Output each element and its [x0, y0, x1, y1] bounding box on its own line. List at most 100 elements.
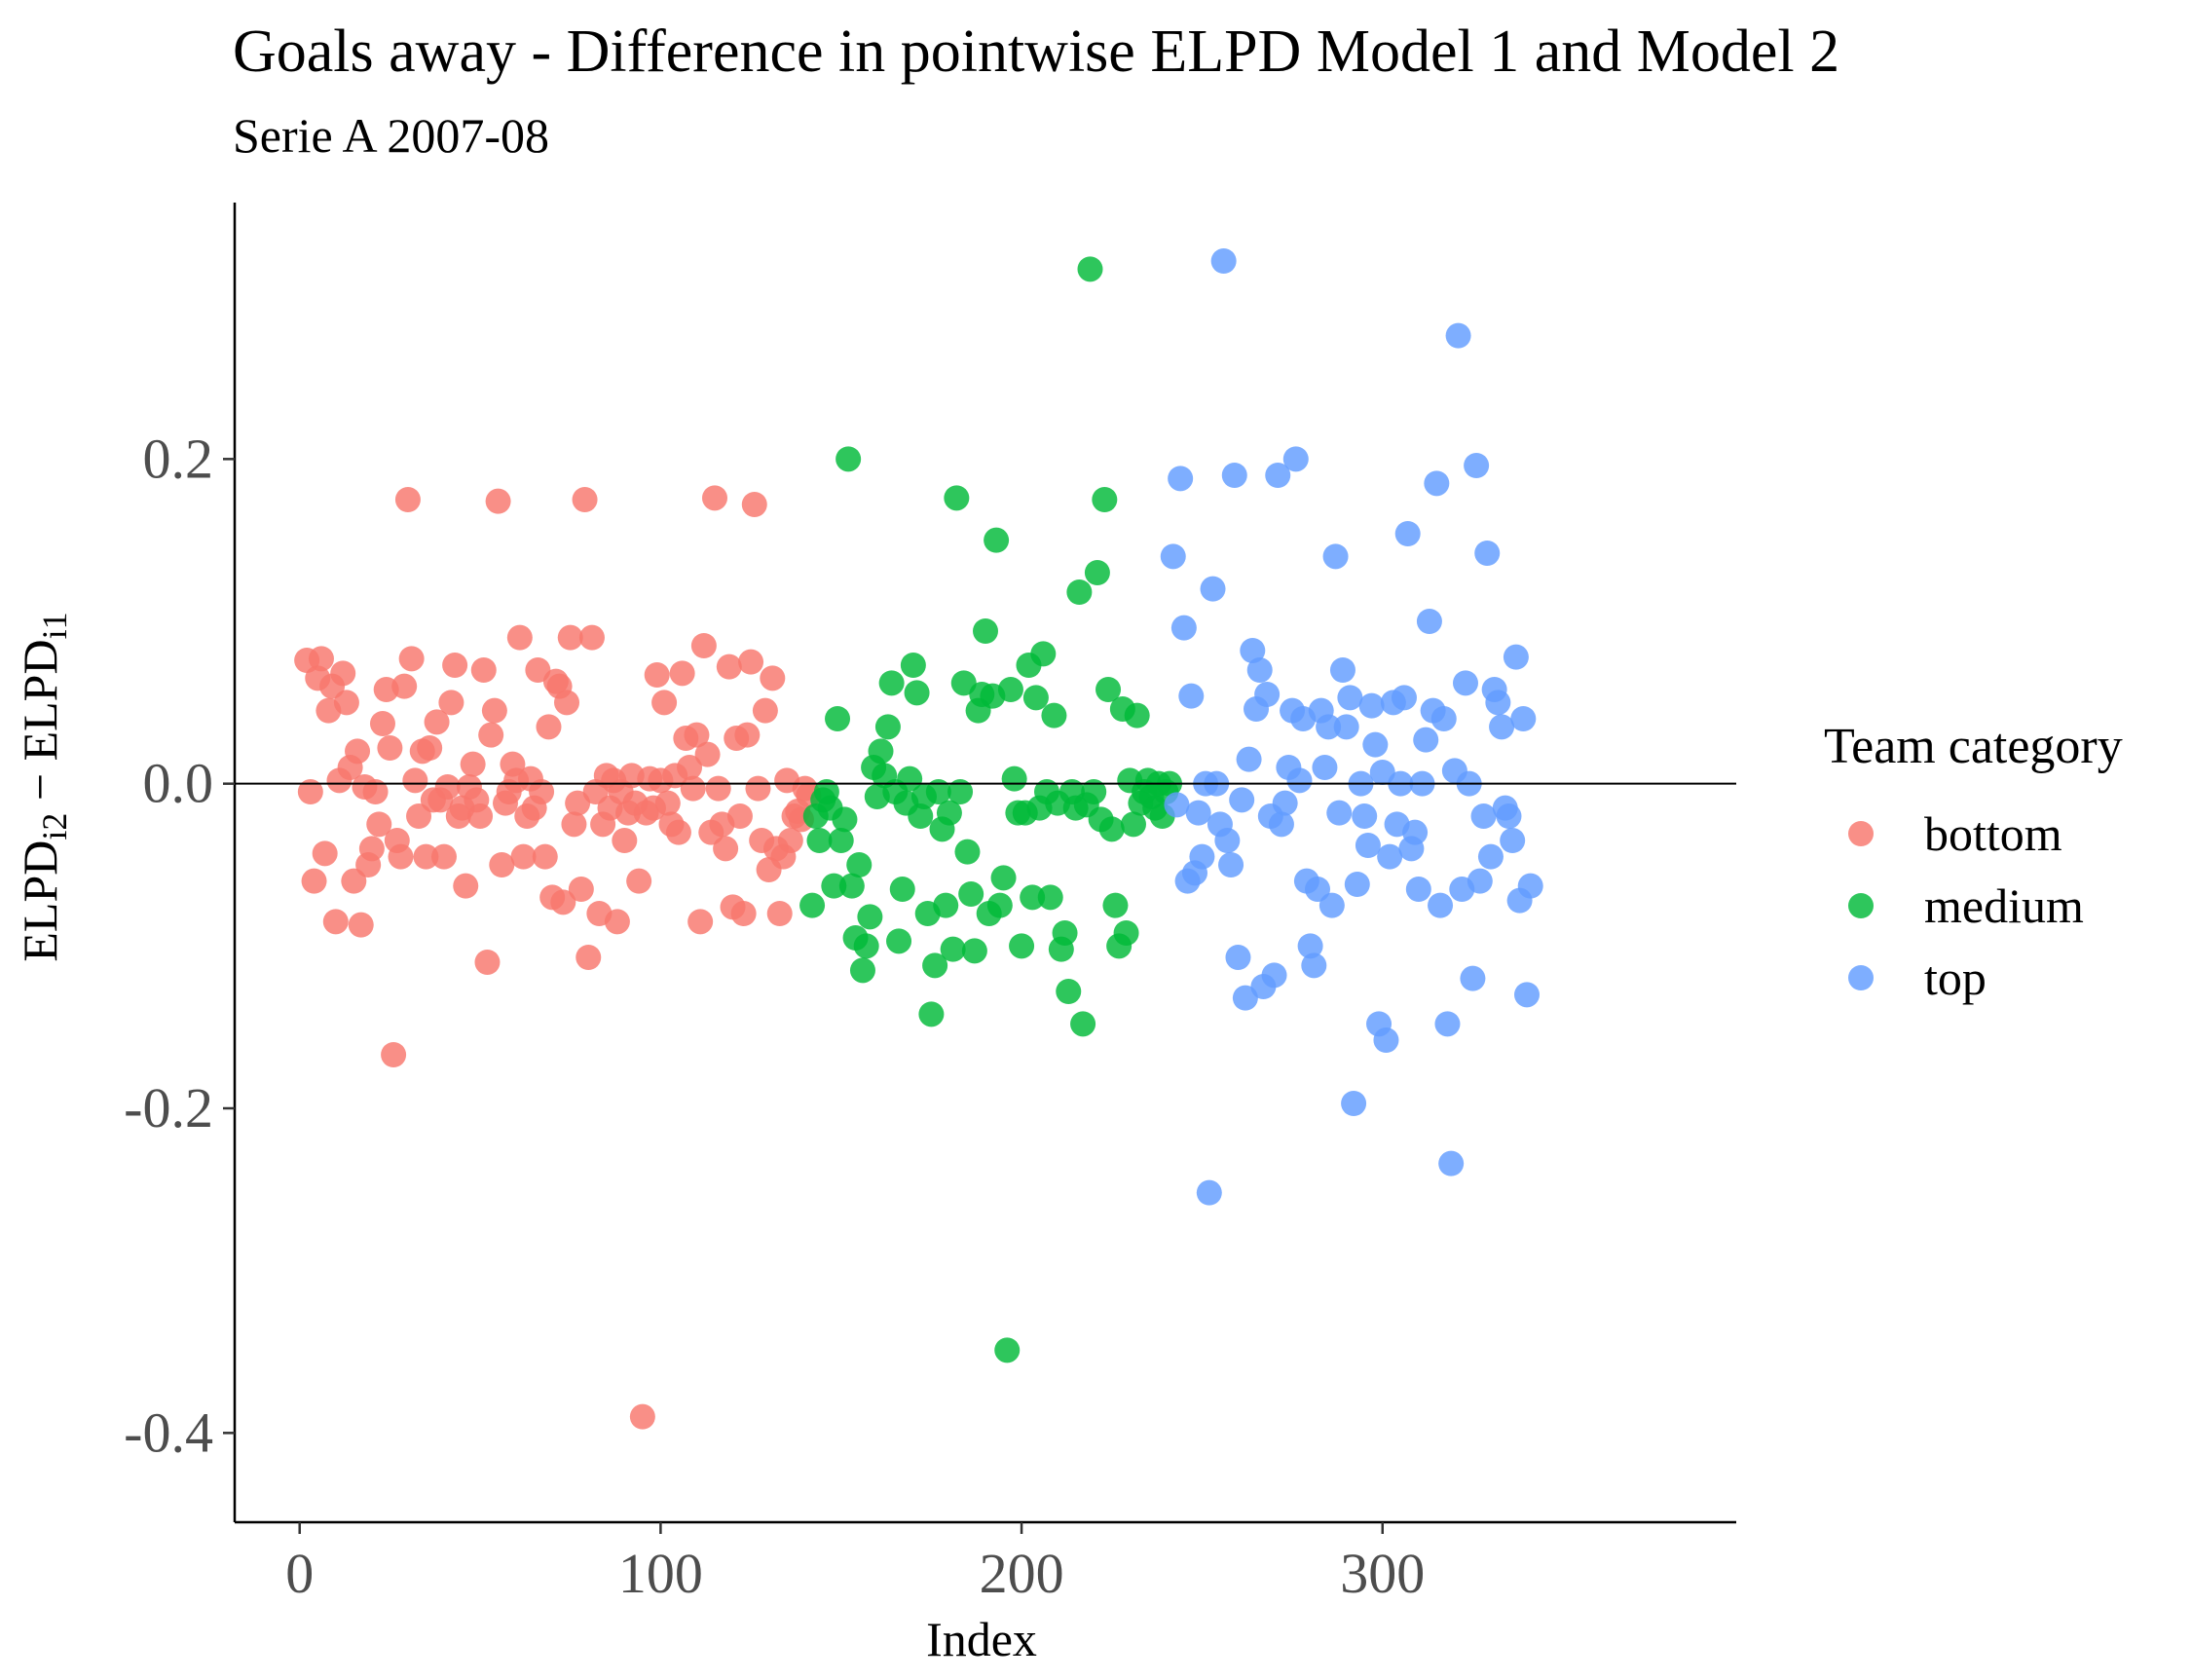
- data-point-medium: [806, 828, 833, 853]
- data-point-bottom: [550, 889, 576, 915]
- data-point-top: [1333, 714, 1359, 740]
- data-point-bottom: [489, 852, 515, 877]
- data-point-top: [1369, 760, 1395, 785]
- data-point-top: [1329, 657, 1355, 683]
- data-point-medium: [1098, 816, 1125, 842]
- data-point-bottom: [557, 624, 583, 651]
- data-point-medium: [950, 670, 977, 696]
- data-point-top: [1305, 877, 1331, 902]
- data-point-bottom: [741, 492, 767, 517]
- data-point-bottom: [394, 487, 421, 512]
- data-point-medium: [1070, 1011, 1096, 1037]
- data-point-bottom: [301, 868, 327, 894]
- data-point-top: [1358, 692, 1385, 719]
- x-tick-label: 300: [1340, 1542, 1425, 1605]
- data-point-top: [1210, 248, 1237, 274]
- data-point-top: [1218, 852, 1244, 877]
- data-point-top: [1168, 466, 1194, 492]
- data-point-top: [1355, 833, 1381, 858]
- data-point-bottom: [687, 909, 714, 935]
- data-point-top: [1200, 576, 1226, 602]
- data-point-medium: [853, 933, 879, 959]
- data-point-bottom: [424, 709, 450, 735]
- data-point-bottom: [470, 657, 497, 683]
- data-point-top: [1170, 615, 1197, 641]
- data-point-medium: [849, 957, 875, 984]
- data-point-bottom: [348, 912, 374, 938]
- data-point-medium: [961, 938, 987, 964]
- data-point-top: [1341, 1091, 1367, 1116]
- data-point-bottom: [525, 657, 551, 683]
- data-point-medium: [828, 828, 854, 853]
- legend-key-medium: [1848, 893, 1874, 918]
- data-point-medium: [821, 873, 847, 899]
- data-point-top: [1413, 727, 1439, 753]
- data-point-top: [1377, 843, 1403, 870]
- data-point-bottom: [690, 633, 717, 658]
- data-point-bottom: [565, 790, 591, 816]
- data-point-medium: [1124, 702, 1150, 728]
- data-point-bottom: [561, 811, 587, 838]
- data-point-bottom: [345, 738, 371, 765]
- data-point-bottom: [381, 1042, 407, 1067]
- data-point-bottom: [713, 836, 739, 862]
- data-point-bottom: [626, 868, 652, 894]
- data-point-bottom: [333, 690, 359, 716]
- data-point-bottom: [297, 779, 323, 804]
- data-point-medium: [947, 779, 974, 804]
- data-point-medium: [925, 779, 951, 804]
- data-point-top: [1424, 470, 1450, 497]
- data-point-top: [1178, 683, 1205, 709]
- data-point-bottom: [481, 697, 507, 724]
- data-point-bottom: [677, 755, 703, 780]
- data-point-top: [1467, 868, 1493, 894]
- data-point-bottom: [766, 901, 793, 926]
- data-point-top: [1322, 543, 1349, 570]
- y-tick-label: -0.2: [124, 1076, 213, 1139]
- data-point-bottom: [478, 722, 504, 748]
- legend: Team category bottom medium top: [1824, 719, 2123, 1005]
- data-point-top: [1196, 1179, 1222, 1206]
- data-point-top: [1214, 828, 1241, 853]
- data-point-top: [1268, 811, 1294, 838]
- data-point-top: [1416, 609, 1442, 634]
- data-point-medium: [1041, 702, 1067, 728]
- data-point-bottom: [358, 836, 385, 862]
- data-point-bottom: [554, 690, 580, 716]
- data-point-medium: [1102, 892, 1129, 918]
- data-point-medium: [897, 765, 923, 792]
- data-point-bottom: [510, 843, 537, 870]
- data-point-top: [1428, 892, 1454, 918]
- data-point-top: [1232, 985, 1258, 1011]
- data-point-top: [1229, 787, 1255, 813]
- data-point-top: [1500, 828, 1526, 853]
- data-point-medium: [904, 680, 930, 706]
- data-point-medium: [997, 677, 1023, 702]
- data-point-bottom: [572, 487, 598, 512]
- data-point-medium: [986, 892, 1013, 918]
- data-point-medium: [940, 936, 966, 962]
- data-point-bottom: [738, 649, 764, 675]
- data-point-bottom: [341, 868, 367, 894]
- data-point-medium: [1052, 920, 1078, 946]
- data-point-top: [1185, 800, 1211, 826]
- data-point-medium: [836, 446, 862, 472]
- data-point-medium: [1077, 256, 1103, 282]
- data-point-medium: [1022, 685, 1049, 711]
- data-point-top: [1510, 706, 1537, 731]
- data-point-top: [1394, 521, 1421, 546]
- ticks-layer: 0 100 200 300 -0.4 -0.2 0.0 0.2: [124, 427, 1425, 1605]
- data-point-top: [1362, 731, 1389, 758]
- data-point-top: [1391, 685, 1417, 711]
- data-point-bottom: [398, 646, 425, 672]
- data-point-top: [1373, 1027, 1399, 1053]
- data-point-top: [1402, 819, 1429, 845]
- data-point-medium: [900, 653, 926, 678]
- data-point-bottom: [745, 775, 771, 802]
- data-point-bottom: [694, 741, 721, 767]
- data-point-bottom: [312, 840, 338, 867]
- data-point-bottom: [726, 803, 753, 829]
- data-point-top: [1265, 463, 1291, 488]
- data-point-medium: [878, 670, 905, 696]
